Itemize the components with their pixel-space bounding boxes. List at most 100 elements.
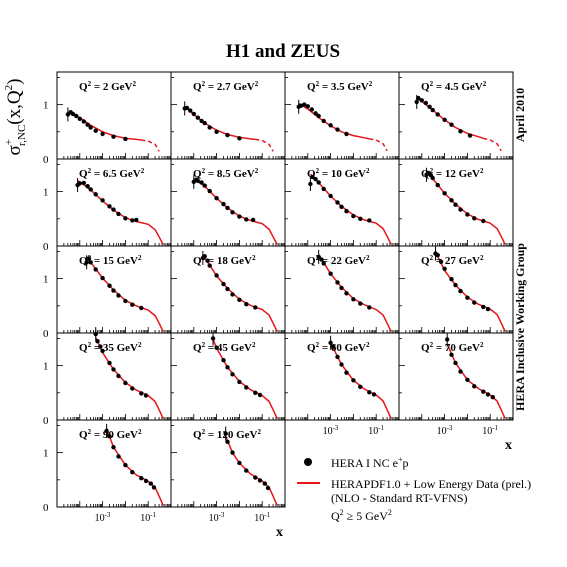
- data-point: [253, 475, 258, 480]
- data-point: [481, 218, 486, 224]
- data-point: [416, 95, 421, 101]
- x-axis-label-right: x: [505, 438, 512, 453]
- data-point: [481, 304, 486, 310]
- data-point: [116, 293, 121, 298]
- y-tick-label: 0: [43, 415, 49, 427]
- data-point: [310, 174, 315, 180]
- data-point: [339, 285, 344, 291]
- data-point: [85, 122, 90, 127]
- panel-label: Q2 = 10 GeV2: [307, 167, 370, 180]
- fit-curve: [212, 339, 278, 419]
- y-label-symbol: σ: [4, 145, 25, 155]
- data-point: [111, 207, 116, 212]
- data-point: [95, 339, 100, 344]
- data-point: [116, 454, 121, 459]
- data-point: [442, 266, 447, 271]
- panel-frame: [170, 419, 286, 508]
- data-point: [344, 291, 349, 296]
- data-point: [328, 123, 333, 128]
- data-point: [93, 128, 98, 133]
- panel-grid: 0 1 Q2 = 2 GeV2 Q2 = 2.7 GeV2 Q2 = 3.5 GeV2 Q…: [43, 71, 514, 524]
- panel: 0 1 Q2 = 90 GeV2 10-3 10-1: [43, 419, 172, 524]
- data-point: [100, 275, 105, 281]
- data-point: [188, 108, 193, 113]
- data-point: [130, 386, 135, 391]
- data-point: [435, 182, 440, 188]
- fit-curve: [309, 173, 392, 245]
- panel-label: Q2 = 12 GeV2: [421, 167, 484, 180]
- data-point: [472, 384, 477, 389]
- data-point: [237, 136, 242, 141]
- data-point: [70, 111, 76, 117]
- fit-curve: [184, 106, 256, 141]
- data-point: [221, 281, 226, 287]
- fit-curve: [225, 436, 278, 506]
- data-point: [305, 104, 310, 109]
- data-point: [331, 344, 336, 349]
- panel: Q2 = 10 GeV2: [284, 158, 400, 247]
- data-point: [214, 273, 219, 278]
- data-point: [111, 288, 116, 293]
- data-point: [107, 360, 112, 366]
- data-point: [230, 450, 235, 455]
- data-point: [195, 115, 200, 120]
- y-tick-label: 0: [43, 328, 49, 340]
- y-label-argend: ): [4, 79, 25, 85]
- fit-curve-dashed: [483, 137, 502, 152]
- data-point: [423, 100, 428, 106]
- x-tick-label: 10-3: [323, 424, 339, 437]
- data-point: [257, 478, 263, 483]
- data-point: [207, 188, 212, 194]
- panel-label: Q2 = 3.5 GeV2: [307, 80, 373, 93]
- data-point: [107, 283, 112, 288]
- data-point: [321, 186, 326, 192]
- fit-curve: [434, 251, 506, 332]
- panel: Q2 = 27 GeV2: [398, 245, 514, 334]
- fit-curve: [446, 343, 506, 419]
- data-point: [225, 439, 230, 444]
- data-point: [467, 133, 473, 138]
- data-point: [465, 212, 470, 217]
- data-point: [207, 125, 212, 130]
- data-point: [358, 384, 363, 389]
- data-point: [225, 286, 230, 292]
- panel-label: Q2 = 2.7 GeV2: [193, 80, 259, 93]
- data-point: [358, 216, 363, 221]
- data-point: [93, 192, 98, 197]
- data-point: [458, 288, 463, 294]
- fit-curve-dashed: [141, 139, 160, 152]
- data-point: [316, 180, 321, 185]
- panel-label: Q2 = 8.5 GeV2: [193, 167, 259, 180]
- data-point: [458, 129, 463, 134]
- data-point: [207, 263, 212, 268]
- y-tick-label: 0: [43, 241, 49, 253]
- data-point: [237, 460, 242, 466]
- panel: 0 1 Q2 = 35 GeV2: [43, 327, 172, 427]
- data-point: [309, 107, 314, 112]
- data-point: [88, 187, 93, 192]
- panel: Q2 = 3.5 GeV2: [284, 71, 400, 160]
- data-point: [367, 390, 372, 395]
- panel-label: Q2 = 4.5 GeV2: [421, 80, 487, 93]
- data-point: [237, 214, 242, 219]
- x-tick-label: 10-3: [209, 511, 225, 524]
- y-label-argsup: 2: [3, 85, 15, 91]
- legend: HERA I NC e+p HERAPDF1.0 + Low Energy Da…: [297, 455, 531, 523]
- data-point: [335, 127, 340, 132]
- panel: Q2 = 18 GeV2: [170, 245, 286, 334]
- data-point: [253, 305, 258, 310]
- fit-curve: [329, 342, 392, 419]
- data-point: [202, 254, 207, 259]
- data-point: [230, 210, 235, 215]
- date-label: April 2010: [513, 88, 527, 142]
- data-point: [116, 373, 121, 379]
- legend-fit-q: Q: [331, 509, 340, 523]
- data-point: [139, 391, 144, 396]
- data-point: [225, 132, 230, 138]
- data-point: [244, 217, 249, 222]
- data-point: [191, 111, 196, 117]
- panel: Q2 = 120 GeV2 10-3 10-1: [170, 419, 286, 524]
- data-point: [184, 105, 190, 111]
- panel-label: Q2 = 22 GeV2: [307, 254, 370, 267]
- data-point: [442, 191, 447, 196]
